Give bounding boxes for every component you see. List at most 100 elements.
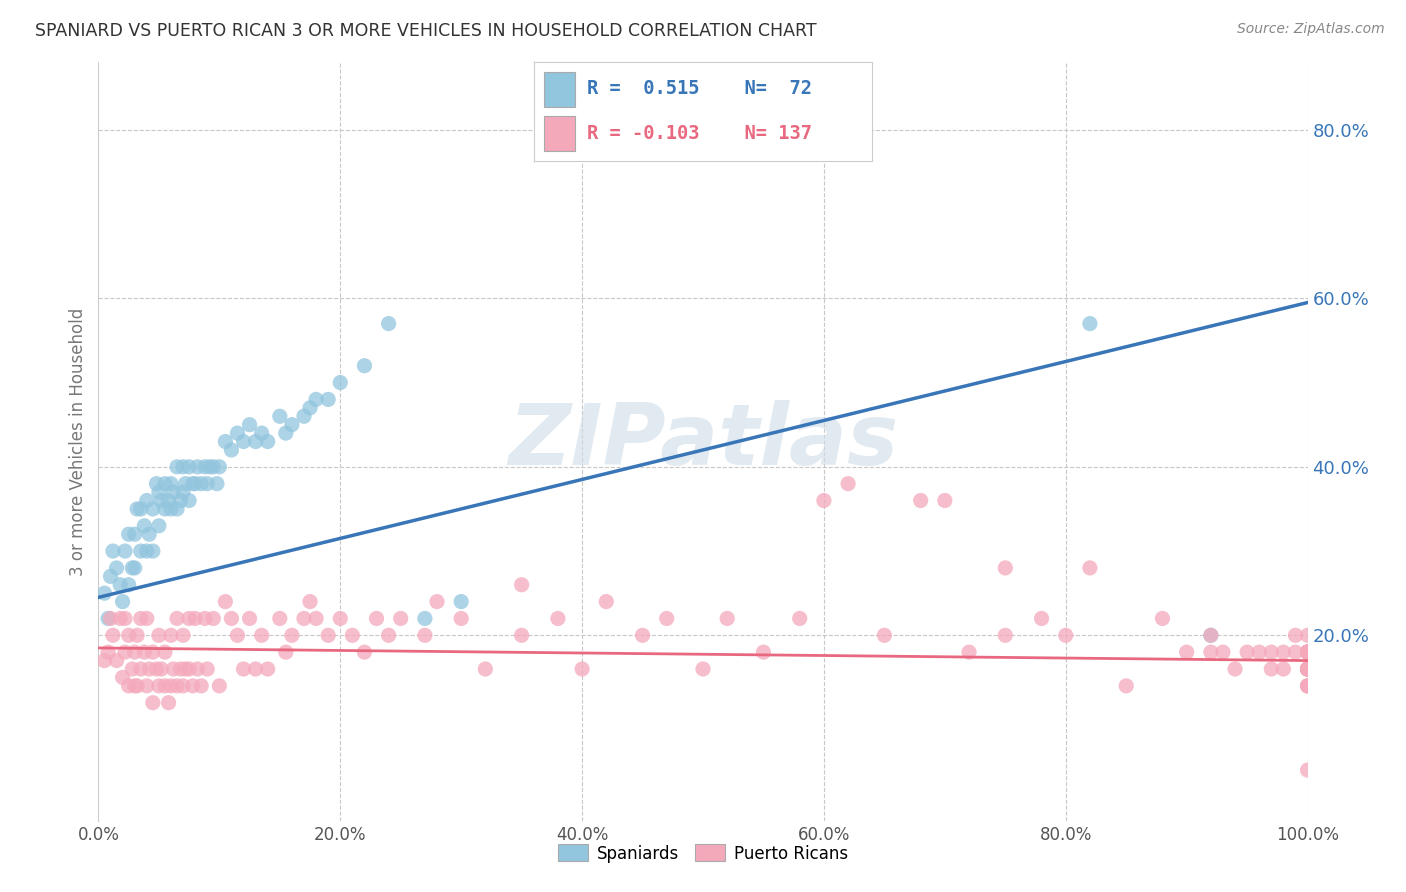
Point: [239, 611, 262, 625]
Point: [1284, 628, 1306, 642]
Point: [305, 392, 328, 407]
Point: [148, 518, 170, 533]
Point: [1272, 645, 1295, 659]
Point: [129, 611, 152, 625]
Point: [148, 485, 170, 500]
Point: [108, 578, 131, 592]
Point: [1296, 645, 1319, 659]
Point: [1199, 628, 1222, 642]
Point: [174, 476, 197, 491]
Point: [142, 502, 165, 516]
Point: [595, 594, 617, 608]
Point: [994, 628, 1017, 642]
Point: [160, 679, 183, 693]
Point: [172, 459, 194, 474]
Point: [134, 645, 156, 659]
Point: [1175, 645, 1198, 659]
Point: [353, 645, 375, 659]
Point: [121, 561, 143, 575]
Point: [148, 679, 170, 693]
Point: [292, 409, 315, 424]
Point: [245, 434, 267, 449]
Text: Source: ZipAtlas.com: Source: ZipAtlas.com: [1237, 22, 1385, 37]
Point: [172, 628, 194, 642]
Point: [135, 493, 157, 508]
Point: [377, 628, 399, 642]
Point: [108, 611, 131, 625]
Point: [316, 628, 339, 642]
Point: [105, 654, 128, 668]
Point: [184, 476, 207, 491]
Point: [145, 476, 167, 491]
Point: [1031, 611, 1053, 625]
Point: [1212, 645, 1234, 659]
Point: [329, 611, 352, 625]
Point: [145, 662, 167, 676]
Point: [198, 459, 221, 474]
Point: [256, 662, 278, 676]
Point: [101, 544, 124, 558]
Point: [162, 485, 184, 500]
Point: [329, 376, 352, 390]
Point: [129, 502, 152, 516]
Point: [752, 645, 775, 659]
Point: [994, 561, 1017, 575]
Point: [1296, 645, 1319, 659]
Legend: Spaniards, Puerto Ricans: Spaniards, Puerto Ricans: [551, 838, 855, 869]
FancyBboxPatch shape: [544, 117, 575, 151]
Point: [716, 611, 738, 625]
Point: [129, 662, 152, 676]
Point: [187, 459, 209, 474]
Point: [174, 662, 197, 676]
Point: [166, 611, 188, 625]
Point: [160, 502, 183, 516]
Point: [655, 611, 678, 625]
Point: [250, 426, 273, 441]
Point: [111, 594, 134, 608]
Point: [97, 611, 120, 625]
Point: [127, 502, 149, 516]
Point: [292, 611, 315, 625]
Point: [274, 645, 297, 659]
Text: R = -0.103    N= 137: R = -0.103 N= 137: [586, 124, 811, 143]
Point: [1296, 662, 1319, 676]
Point: [100, 611, 122, 625]
Point: [184, 611, 207, 625]
Point: [121, 662, 143, 676]
Point: [1296, 662, 1319, 676]
Point: [1152, 611, 1174, 625]
Point: [179, 493, 201, 508]
Point: [256, 434, 278, 449]
Point: [166, 679, 188, 693]
Point: [142, 544, 165, 558]
Point: [160, 476, 183, 491]
Point: [510, 628, 533, 642]
Point: [148, 628, 170, 642]
Point: [226, 426, 249, 441]
Text: ZIPatlas: ZIPatlas: [508, 400, 898, 483]
Point: [1296, 645, 1319, 659]
Point: [1296, 645, 1319, 659]
Point: [1296, 645, 1319, 659]
Point: [269, 409, 291, 424]
Point: [1296, 628, 1319, 642]
Point: [1296, 679, 1319, 693]
Point: [172, 485, 194, 500]
Point: [1272, 662, 1295, 676]
Point: [195, 662, 218, 676]
Point: [274, 426, 297, 441]
Point: [910, 493, 932, 508]
Point: [124, 679, 146, 693]
Point: [214, 434, 236, 449]
Point: [1249, 645, 1271, 659]
Point: [547, 611, 569, 625]
Point: [1296, 679, 1319, 693]
Point: [157, 696, 180, 710]
Point: [299, 401, 322, 415]
Point: [221, 442, 243, 457]
Point: [153, 645, 176, 659]
Point: [1296, 662, 1319, 676]
Point: [1296, 662, 1319, 676]
Point: [1296, 645, 1319, 659]
Point: [873, 628, 896, 642]
